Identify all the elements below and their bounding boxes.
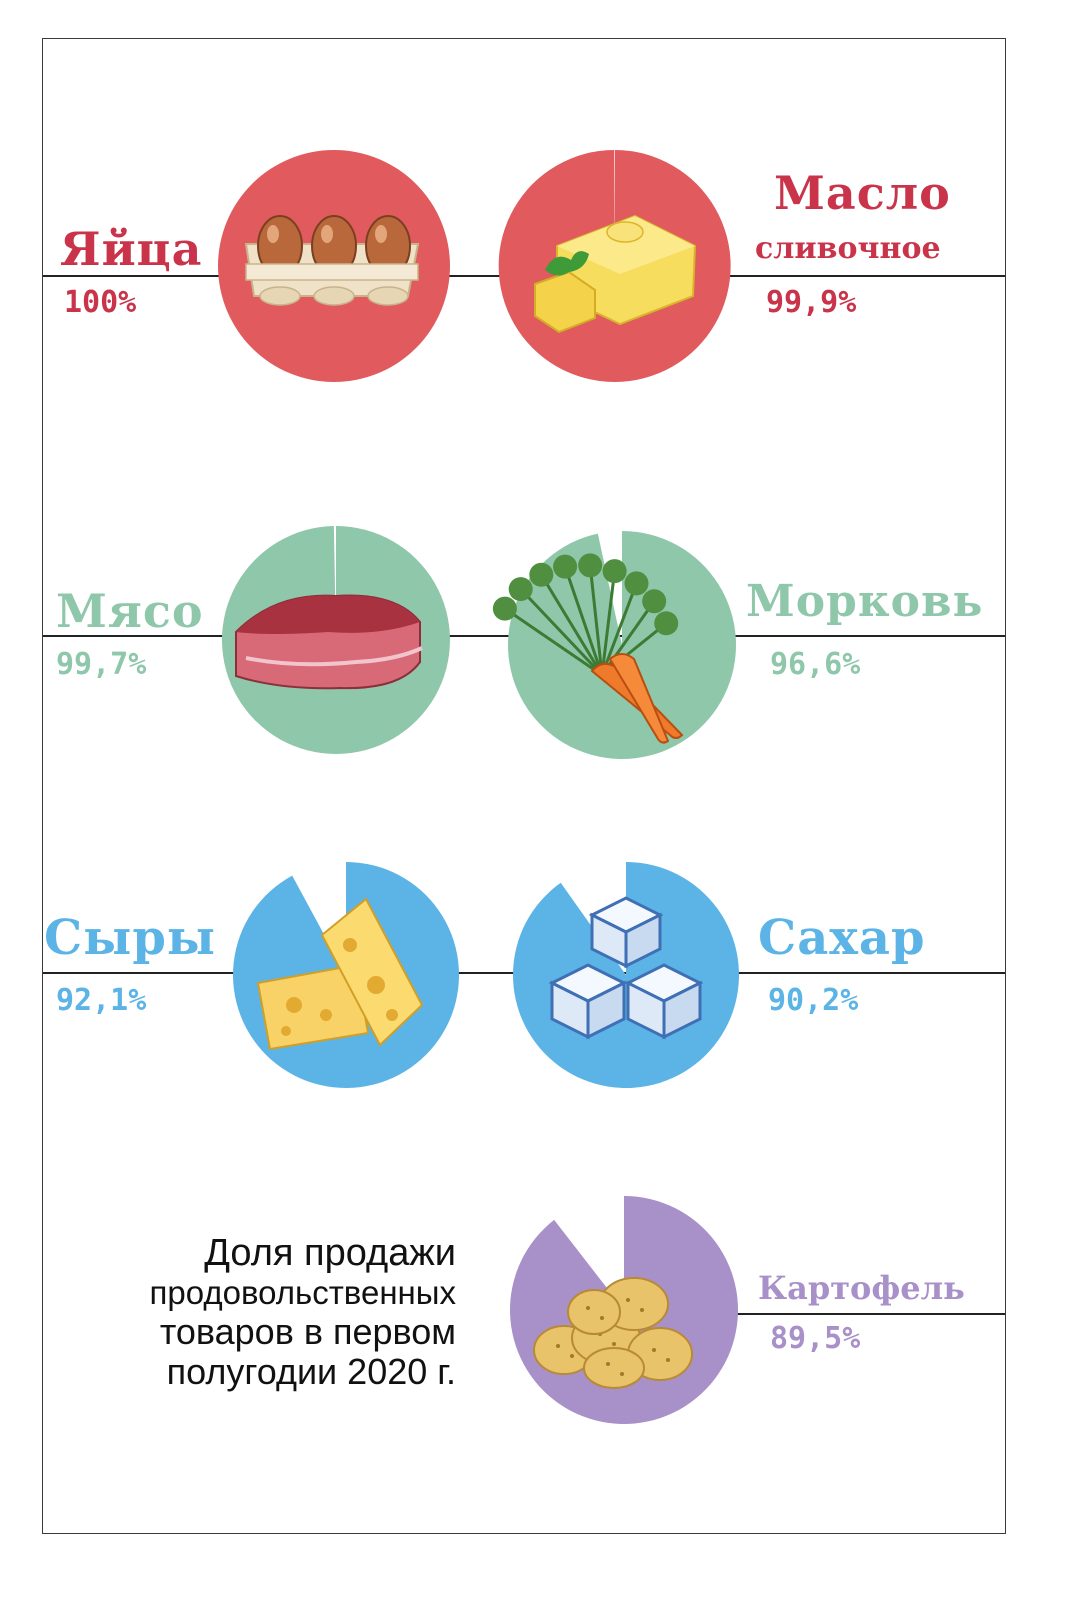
meat-icon: [235, 594, 423, 690]
eggs-icon: [244, 215, 420, 306]
label-name: Яйца: [60, 222, 203, 276]
butter-icon: [534, 214, 697, 334]
pie-slice-6: [512, 862, 739, 1088]
sugar-cubes-icon: [548, 896, 704, 1040]
potato-icon: [533, 1277, 693, 1389]
label-name: Мясо: [56, 584, 204, 638]
label-value: 90,2%: [768, 983, 859, 1018]
title-line: товаров в первом: [159, 1310, 456, 1352]
title-line: продовольственных: [149, 1273, 457, 1311]
label-value: 89,5%: [770, 1321, 861, 1356]
label-name: Картофель: [758, 1269, 965, 1307]
label-value: 99,7%: [56, 647, 147, 682]
label-name: Сыры: [44, 910, 216, 966]
label-value: 99,9%: [766, 285, 857, 320]
label-value: 92,1%: [56, 983, 147, 1018]
label-value: 96,6%: [770, 647, 861, 682]
carrot-icon: [492, 553, 684, 744]
chart-title: Доля продажи продовольственных товаров в…: [70, 1232, 457, 1392]
title-line: полугодии 2020 г.: [166, 1350, 456, 1392]
label-name-sub: сливочное: [755, 231, 941, 266]
label-name: Масло: [774, 166, 951, 220]
label-name: Сахар: [758, 910, 926, 966]
label-value: 100%: [64, 285, 137, 320]
label-name: Морковь: [746, 576, 984, 627]
title-line: Доля продажи: [204, 1232, 456, 1274]
cheese-icon: [256, 897, 424, 1051]
